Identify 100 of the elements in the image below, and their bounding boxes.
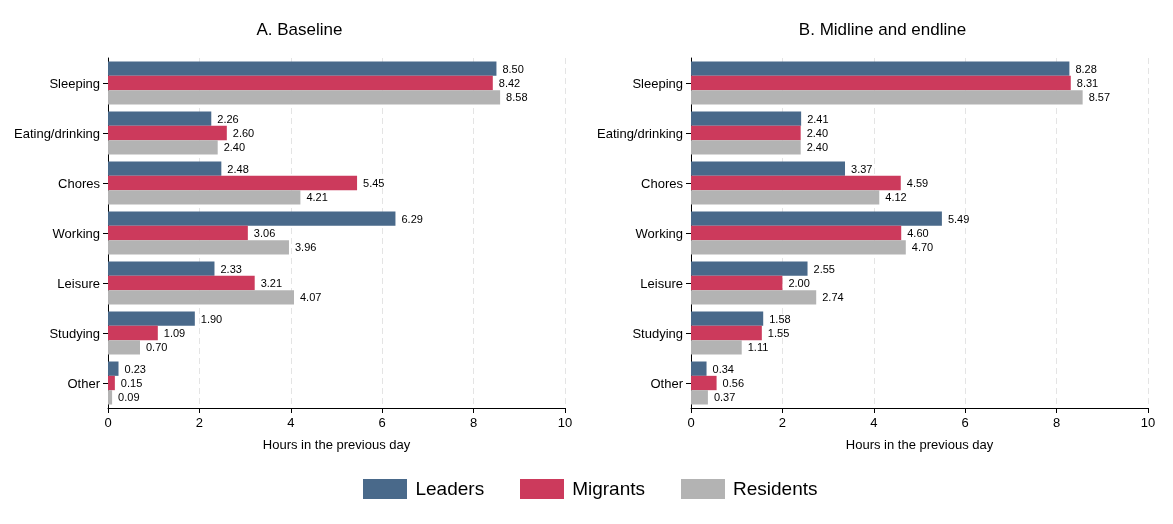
bar [108,325,158,341]
data-label: 1.09 [163,327,186,339]
legend-label: Residents [733,478,818,500]
data-label: 0.37 [713,391,735,404]
bar [108,361,119,376]
data-label: 8.50 [502,62,524,75]
data-label: 3.96 [294,241,317,254]
x-tick-label: 0 [686,415,695,430]
y-tick-label: Leisure [639,275,683,291]
bar [108,161,222,176]
bar [690,140,801,155]
y-tick-label: Studying [631,325,683,341]
data-label: 2.40 [223,141,246,154]
bar [108,175,358,191]
bar [690,325,762,341]
data-label: 0.15 [120,377,143,389]
y-tick-label: Sleeping [631,75,683,91]
bar [108,275,255,291]
bar [690,161,845,176]
bar [690,361,707,376]
bar [108,290,294,305]
x-tick-label: 6 [961,415,969,430]
chart-title: A. Baseline [256,20,343,39]
data-label: 2.33 [220,262,242,275]
y-tick-label: Chores [58,175,101,191]
bar [690,240,906,255]
bar [690,75,1071,91]
chart-title: B. Midline and endline [798,20,966,39]
data-label: 2.55 [813,262,835,275]
bar [690,275,782,291]
data-label: 4.21 [306,191,328,204]
bar [690,390,708,405]
data-label: 8.28 [1074,62,1097,75]
data-label: 0.09 [118,391,140,404]
data-label: 0.56 [722,377,744,389]
bar [690,261,808,276]
y-tick-label: Working [635,225,683,241]
data-label: 8.42 [498,77,521,89]
data-label: 8.58 [506,91,528,104]
data-label: 0.23 [124,362,146,375]
y-tick-label: Working [52,225,100,241]
bar [108,225,248,241]
data-label: 0.34 [712,362,734,375]
x-tick-label: 10 [557,415,573,430]
bar [108,125,227,141]
data-label: 8.57 [1088,91,1110,104]
data-label: 1.55 [767,327,789,339]
data-label: 6.29 [401,212,423,225]
data-label: 3.37 [850,162,872,175]
data-label: 3.06 [253,227,276,239]
y-tick-label: Studying [49,325,100,341]
data-label: 2.74 [821,291,844,304]
bar [690,125,801,141]
bar [690,90,1083,105]
data-label: 1.58 [768,312,791,325]
x-tick-label: 4 [287,415,295,430]
bar [108,190,301,205]
bar [108,261,215,276]
data-label: 2.60 [232,127,255,139]
x-axis-title: Hours in the previous day [845,437,994,452]
data-label: 1.90 [200,312,223,325]
data-label: 2.48 [227,162,249,175]
data-label: 4.70 [911,241,933,254]
y-tick-label: Leisure [57,275,100,291]
x-tick-label: 2 [778,415,786,430]
data-label: 2.00 [787,277,810,289]
y-tick-label: Eating/drinking [14,125,100,141]
bar [690,190,879,205]
data-label: 4.59 [906,177,928,189]
bar [690,61,1069,76]
y-tick-label: Chores [640,175,683,191]
bar [690,211,942,226]
y-tick-label: Other [67,375,101,391]
data-label: 5.45 [363,177,385,189]
data-label: 0.70 [145,341,168,354]
x-tick-label: 8 [1052,415,1060,430]
x-tick-label: 8 [469,415,478,430]
x-tick-label: 6 [378,415,386,430]
bar [108,390,113,405]
bar [108,375,115,391]
bar [690,290,816,305]
data-label: 4.07 [300,291,322,304]
data-label: 8.31 [1076,77,1098,89]
x-tick-label: 4 [869,415,877,430]
bar [690,340,742,355]
y-tick-label: Eating/drinking [596,125,683,141]
data-label: 3.21 [260,277,283,289]
bar [690,311,763,326]
data-label: 2.41 [806,112,829,125]
y-tick-label: Other [649,375,684,391]
bar [108,75,493,91]
legend-label: Migrants [572,478,646,500]
bar [108,61,497,76]
bar [108,111,212,126]
data-label: 4.12 [884,191,907,204]
bar [690,111,801,126]
bar [108,311,195,326]
data-label: 5.49 [947,212,969,225]
bar [108,211,396,226]
bar [108,140,218,155]
